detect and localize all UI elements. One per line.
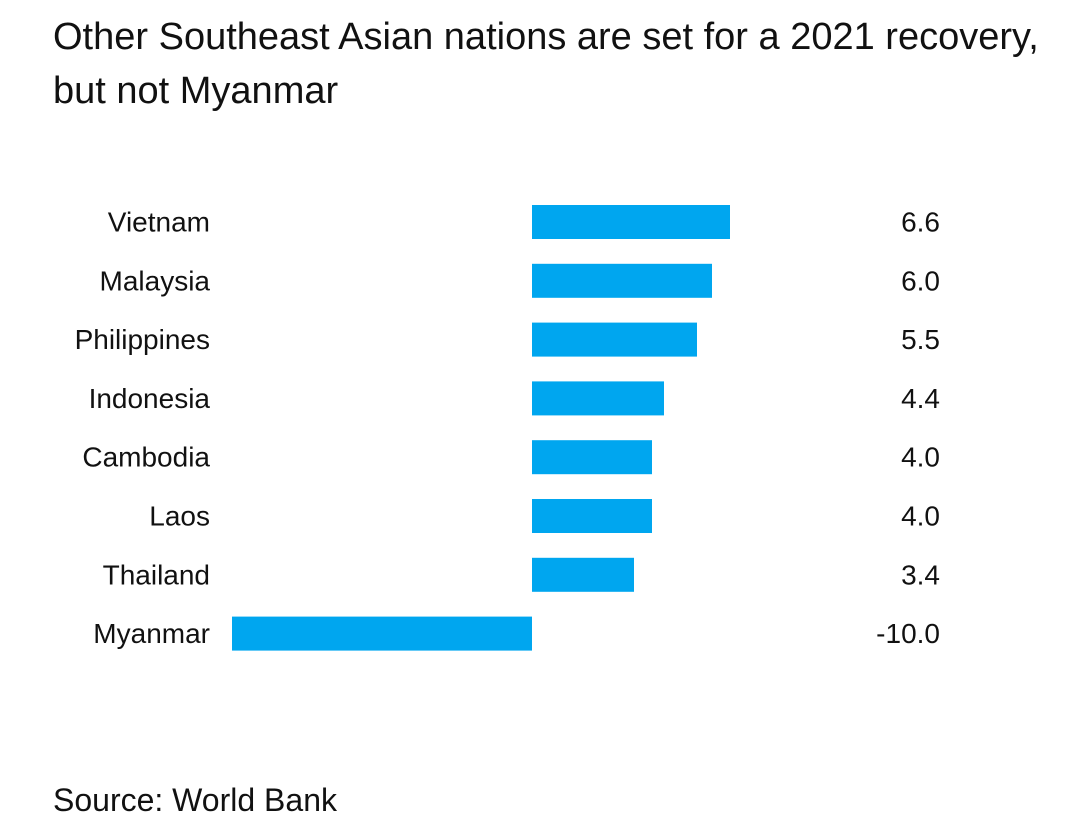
category-label-cambodia: Cambodia: [82, 442, 210, 473]
category-label-vietnam: Vietnam: [108, 207, 210, 238]
category-label-myanmar: Myanmar: [93, 618, 210, 649]
value-label-cambodia: 4.0: [901, 442, 940, 473]
category-label-indonesia: Indonesia: [89, 383, 211, 414]
value-label-myanmar: -10.0: [876, 618, 940, 649]
bar-cambodia: [532, 440, 652, 475]
value-label-philippines: 5.5: [901, 324, 940, 355]
category-label-malaysia: Malaysia: [100, 265, 211, 296]
value-label-laos: 4.0: [901, 501, 940, 532]
value-label-indonesia: 4.4: [901, 383, 940, 414]
value-label-malaysia: 6.0: [901, 265, 940, 296]
category-label-laos: Laos: [149, 501, 210, 532]
bar-malaysia: [532, 263, 712, 298]
category-label-thailand: Thailand: [103, 559, 210, 590]
bar-laos: [532, 499, 652, 533]
value-label-vietnam: 6.6: [901, 207, 940, 238]
value-label-thailand: 3.4: [901, 559, 940, 590]
bar-chart: Vietnam 6.6 Malaysia 6.0 Philippines 5.5 Indon…: [75, 205, 940, 651]
chart-title: Other Southeast Asian nations are set fo…: [53, 16, 1039, 112]
category-label-philippines: Philippines: [75, 324, 210, 355]
bar-indonesia: [532, 381, 664, 416]
bar-myanmar: [232, 616, 532, 651]
bar-thailand: [532, 557, 634, 592]
source-note: Source: World Bank: [53, 782, 337, 818]
bar-vietnam: [532, 205, 730, 239]
bar-philippines: [532, 322, 697, 357]
